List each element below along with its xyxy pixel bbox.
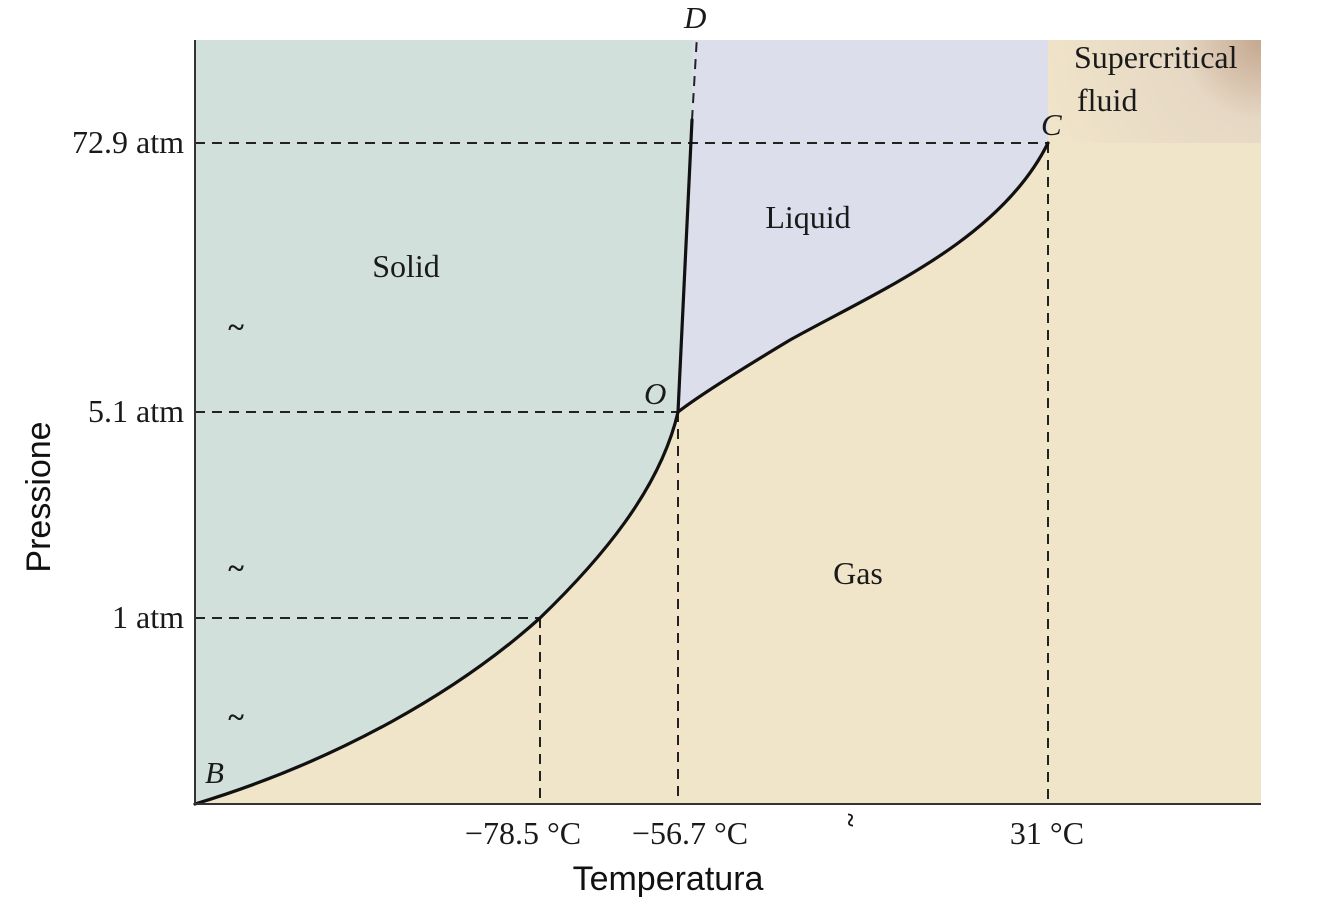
region-label-supercritical: Supercritical xyxy=(1074,39,1238,75)
solid-region xyxy=(195,40,692,804)
y-tick-1: 1 atm xyxy=(112,599,184,635)
supercritical-region xyxy=(1048,40,1261,143)
axis-break-symbol: ~ xyxy=(228,552,244,585)
sublimation-curve xyxy=(193,410,680,806)
point-label-d: D xyxy=(683,0,706,35)
region-label-liquid: Liquid xyxy=(765,199,850,235)
region-label-gas: Gas xyxy=(833,555,883,591)
axis-break-symbol: ~ xyxy=(228,701,244,734)
y-axis-label: Pressione xyxy=(20,421,58,572)
point-label-c: C xyxy=(1041,107,1062,142)
axis-break-symbol: ~ xyxy=(836,813,865,827)
guide-d-extension xyxy=(691,35,698,121)
vaporization-curve xyxy=(676,141,1050,414)
axis-break-symbol: ~ xyxy=(228,311,244,344)
x-tick-31: 31 °C xyxy=(1010,815,1084,851)
y-tick-72-9: 72.9 atm xyxy=(72,124,184,160)
x-axis-label: Temperatura xyxy=(573,860,764,898)
axes xyxy=(194,40,1261,805)
melting-curve xyxy=(676,118,694,414)
point-label-o: O xyxy=(644,376,666,411)
phase-boundaries xyxy=(193,118,1050,806)
x-tick-minus-78-5: −78.5 °C xyxy=(465,815,581,851)
liquid-region xyxy=(678,40,1048,412)
point-label-b: B xyxy=(205,755,224,790)
x-tick-minus-56-7: −56.7 °C xyxy=(632,815,748,851)
region-label-fluid: fluid xyxy=(1077,82,1137,118)
region-label-solid: Solid xyxy=(372,248,440,284)
y-tick-5-1: 5.1 atm xyxy=(88,393,184,429)
guide-lines xyxy=(195,35,1049,804)
